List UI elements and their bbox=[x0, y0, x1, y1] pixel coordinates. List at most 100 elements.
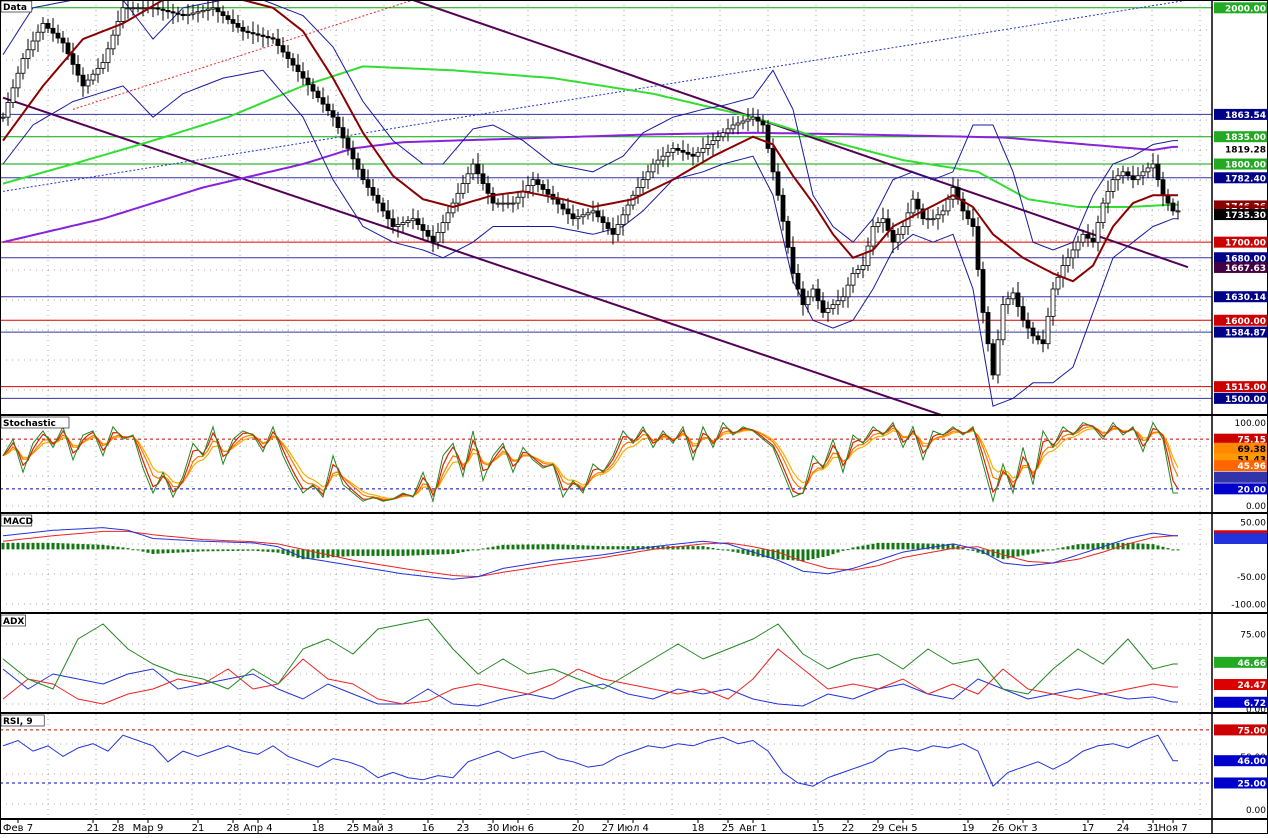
x-axis-tick-label: 28 bbox=[112, 823, 125, 834]
macd-histogram-bar bbox=[696, 546, 700, 550]
macd-histogram-bar bbox=[266, 549, 270, 552]
macd-histogram-bar bbox=[801, 549, 805, 562]
macd-histogram-bar bbox=[201, 549, 205, 552]
axis-label-box bbox=[1214, 755, 1268, 767]
candle-body bbox=[680, 149, 686, 153]
candle-body bbox=[945, 198, 951, 212]
macd-histogram-bar bbox=[571, 544, 575, 550]
x-axis-tick-label: 18 bbox=[312, 823, 325, 834]
candle-body bbox=[620, 214, 626, 225]
macd-histogram-bar bbox=[1166, 548, 1170, 550]
candle-body bbox=[995, 339, 1001, 376]
candle-body bbox=[1025, 319, 1031, 329]
macd-histogram-bar bbox=[896, 542, 900, 550]
candle-body bbox=[310, 84, 316, 92]
stochastic-signal-line bbox=[2, 426, 1179, 501]
candle-body bbox=[1005, 298, 1011, 306]
macd-histogram-bar bbox=[1146, 543, 1150, 550]
candle-body bbox=[1050, 288, 1056, 317]
candle-body bbox=[320, 97, 326, 105]
adx-axis-label: 24.47 bbox=[1214, 679, 1268, 691]
macd-histogram-bar bbox=[151, 549, 155, 554]
macd-histogram-bar bbox=[411, 549, 415, 556]
candle-body bbox=[1105, 190, 1111, 204]
candle-body bbox=[100, 62, 106, 69]
candle-body bbox=[65, 42, 71, 55]
macd-histogram-bar bbox=[1106, 542, 1110, 550]
candle-body bbox=[235, 23, 241, 28]
macd-histogram-bar bbox=[431, 549, 435, 555]
macd-histogram-bar bbox=[136, 549, 140, 551]
price-axis-label: 1680.00 bbox=[1214, 252, 1268, 264]
macd-histogram-bar bbox=[381, 549, 385, 556]
axis-label-box bbox=[1214, 679, 1268, 691]
macd-histogram-bar bbox=[246, 549, 250, 551]
macd-histogram-bar bbox=[911, 543, 915, 550]
price-axis-label: 1700.00 bbox=[1214, 236, 1268, 249]
macd-histogram-bar bbox=[686, 546, 690, 550]
axis-label-text: 1680.00 bbox=[1225, 254, 1266, 264]
axis-label-text: 1819.28 bbox=[1225, 145, 1266, 155]
macd-histogram-bar bbox=[161, 549, 165, 554]
candle-body bbox=[445, 212, 451, 224]
macd-histogram-bar bbox=[121, 547, 125, 550]
macd-histogram-bar bbox=[566, 544, 570, 550]
macd-histogram-bar bbox=[1086, 543, 1090, 550]
macd-histogram-bar bbox=[881, 542, 885, 550]
macd-histogram-bar bbox=[221, 549, 225, 552]
candle-body bbox=[460, 183, 466, 194]
macd-histogram-bar bbox=[86, 544, 90, 550]
macd-histogram-bar bbox=[341, 549, 345, 557]
axis-label-text: 1500.00 bbox=[1225, 395, 1266, 405]
macd-histogram-bar bbox=[106, 545, 110, 550]
candle-body bbox=[635, 187, 641, 196]
macd-histogram-bar bbox=[46, 542, 50, 550]
candle-body bbox=[900, 226, 906, 235]
macd-histogram-bar bbox=[1161, 546, 1165, 550]
candle-body bbox=[1075, 241, 1081, 251]
macd-histogram-bar bbox=[546, 544, 550, 550]
candle-body bbox=[105, 48, 111, 63]
axis-label-box bbox=[1214, 533, 1268, 544]
x-axis-tick-label: Апр 4 bbox=[243, 823, 272, 834]
axis-label-box bbox=[1214, 656, 1268, 668]
axis-label-text: 45.96 bbox=[1238, 462, 1266, 472]
candle-body bbox=[1100, 202, 1106, 224]
x-axis-tick-label: 20 bbox=[572, 823, 585, 834]
candle-body bbox=[1135, 175, 1141, 181]
macd-histogram-bar bbox=[611, 546, 615, 550]
x-axis-tick-label: 21 bbox=[87, 823, 100, 834]
candle-body bbox=[35, 31, 41, 42]
axis-label-box bbox=[1214, 433, 1268, 445]
x-axis-tick-label: 31 bbox=[1147, 823, 1160, 834]
axis-label-box bbox=[1214, 261, 1268, 273]
candle-body bbox=[755, 116, 761, 122]
macd-histogram-bar bbox=[521, 544, 525, 550]
macd-histogram-bar bbox=[76, 543, 80, 550]
axis-label-box bbox=[1214, 143, 1268, 155]
macd-histogram-bar bbox=[766, 549, 770, 558]
macd-histogram-bar bbox=[1021, 549, 1025, 556]
axis-label-box bbox=[1214, 460, 1268, 472]
candle-body bbox=[375, 194, 381, 204]
macd-histogram-bar bbox=[861, 545, 865, 550]
macd-histogram-bar bbox=[406, 549, 410, 556]
macd-histogram-bar bbox=[1131, 543, 1135, 550]
x-axis-tick-label: Ноя 7 bbox=[1158, 823, 1187, 834]
price-axis-label: 1584.87 bbox=[1214, 326, 1268, 339]
axis-label-box bbox=[1214, 291, 1268, 303]
macd-histogram-bar bbox=[771, 549, 775, 559]
axis-label-box bbox=[1214, 158, 1268, 170]
candle-body bbox=[260, 34, 266, 37]
macd-histogram-bar bbox=[846, 549, 850, 551]
macd-histogram-bar bbox=[346, 549, 350, 557]
macd-histogram-bar bbox=[516, 544, 520, 550]
macd-histogram-bar bbox=[371, 549, 375, 556]
macd-histogram-bar bbox=[241, 549, 245, 551]
candle-body bbox=[530, 179, 536, 186]
candle-body bbox=[325, 103, 331, 112]
macd-histogram-bar bbox=[1041, 549, 1045, 552]
macd-histogram-bar bbox=[946, 544, 950, 550]
axis-label-text: 75.00 bbox=[1240, 631, 1266, 641]
macd-histogram-bar bbox=[166, 549, 170, 554]
